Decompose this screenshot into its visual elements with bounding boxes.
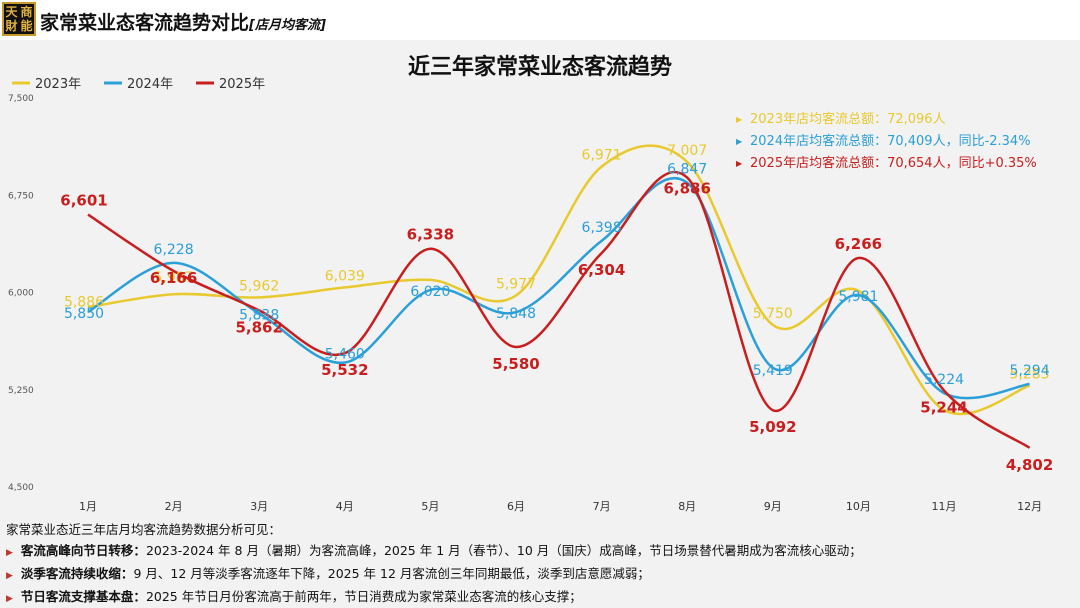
data-label: 6,039 xyxy=(325,268,365,284)
page-title-text: 家常菜业态客流趋势对比 xyxy=(40,12,250,34)
line-chart: 近三年家常菜业态客流趋势 2023年 2024年 2025年 4,500 5,250 6,0… xyxy=(8,54,1053,513)
data-label: 6,266 xyxy=(835,235,882,253)
x-tick-label: 7月 xyxy=(593,500,611,513)
data-label: 5,750 xyxy=(753,306,793,322)
note-text: 2025 年节日月份客流高于前两年，节日消费成为家常菜业态客流的核心支撑； xyxy=(145,589,582,604)
legend-label: 2023年 xyxy=(35,77,81,92)
x-tick-label: 12月 xyxy=(1017,500,1042,513)
x-tick-label: 5月 xyxy=(421,500,439,513)
note-text: 2023-2024 年 8 月（暑期）为客流高峰，2025 年 1 月（春节）、… xyxy=(145,543,862,558)
data-label: 4,802 xyxy=(1006,456,1053,474)
note-heading: 节日客流支撑基本盘： xyxy=(20,589,146,604)
data-label: 5,419 xyxy=(753,363,793,379)
legend-label: 2025年 xyxy=(219,77,265,92)
x-tick-label: 3月 xyxy=(250,500,268,513)
data-label: 5,224 xyxy=(924,372,964,388)
analysis-notes: 家常菜业态近三年店月均客流趋势数据分析可见： ▶ 客流高峰向节日转移：2023-2… xyxy=(0,516,1080,608)
annotation-bullet-icon: ▶ xyxy=(736,137,743,146)
bullet-triangle-icon: ▶ xyxy=(6,594,13,604)
logo-char: 商 xyxy=(20,5,33,19)
notes-intro: 家常菜业态近三年店月均客流趋势数据分析可见： xyxy=(6,522,282,537)
x-tick-label: 1月 xyxy=(79,500,97,513)
data-label: 6,166 xyxy=(150,269,197,287)
annotation-bullet-icon: ▶ xyxy=(736,115,743,124)
y-tick-label: 7,500 xyxy=(8,94,34,104)
data-label: 6,601 xyxy=(60,192,107,210)
bullet-triangle-icon: ▶ xyxy=(6,571,13,581)
x-tick-label: 2月 xyxy=(165,500,183,513)
data-label: 6,398 xyxy=(582,220,622,236)
header: 天 商 財 能 家常菜业态客流趋势对比[店月均客流] xyxy=(0,0,1080,40)
data-label: 5,244 xyxy=(920,399,967,417)
data-label: 6,886 xyxy=(663,180,710,198)
logo-char: 財 xyxy=(5,19,18,33)
y-tick-label: 4,500 xyxy=(8,483,34,493)
x-tick-label: 4月 xyxy=(336,500,354,513)
data-label: 5,886 xyxy=(64,294,104,310)
note-heading: 客流高峰向节日转移： xyxy=(20,543,146,558)
x-tick-label: 6月 xyxy=(507,500,525,513)
x-tick-label: 8月 xyxy=(678,500,696,513)
logo-char: 能 xyxy=(20,19,33,33)
data-label: 5,580 xyxy=(492,355,539,373)
legend-label: 2024年 xyxy=(127,77,173,92)
data-label: 6,020 xyxy=(410,284,450,300)
y-tick-label: 5,250 xyxy=(8,386,34,396)
annotation-text: 2024年店均客流总额：70,409人，同比-2.34% xyxy=(750,133,1031,149)
note-heading: 淡季客流持续收缩： xyxy=(20,566,134,581)
chart-area: 近三年家常菜业态客流趋势 2023年 2024年 2025年 4,500 5,250 6,0… xyxy=(0,40,1080,516)
annotation-text: 2025年店均客流总额：70,654人，同比+0.35% xyxy=(750,155,1037,171)
data-label: 5,850 xyxy=(64,306,104,322)
data-label: 5,092 xyxy=(749,418,796,436)
data-label: 5,977 xyxy=(496,276,536,292)
data-label: 5,460 xyxy=(325,347,365,363)
logo-char: 天 xyxy=(5,5,18,19)
data-label: 5,283 xyxy=(1010,366,1050,382)
x-tick-label: 9月 xyxy=(764,500,782,513)
data-label: 5,294 xyxy=(1010,363,1050,379)
page-subtitle: [店月均客流] xyxy=(249,18,326,33)
data-label: 5,962 xyxy=(239,278,279,294)
page-title: 家常菜业态客流趋势对比[店月均客流] xyxy=(40,8,326,35)
y-tick-label: 6,000 xyxy=(8,289,34,299)
bullet-triangle-icon: ▶ xyxy=(6,548,13,558)
brand-logo: 天 商 財 能 xyxy=(2,2,36,36)
data-label: 5,838 xyxy=(239,308,279,324)
annotation-bullet-icon: ▶ xyxy=(736,159,743,168)
y-tick-label: 6,750 xyxy=(8,191,34,201)
x-tick-label: 10月 xyxy=(846,500,871,513)
chart-title: 近三年家常菜业态客流趋势 xyxy=(408,54,672,80)
note-item: ▶ 节日客流支撑基本盘：2025 年节日月份客流高于前两年，节日消费成为家常菜业态… xyxy=(6,586,582,605)
data-label: 6,971 xyxy=(582,148,622,164)
data-label: 5,981 xyxy=(838,289,878,305)
note-item: ▶ 客流高峰向节日转移：2023-2024 年 8 月（暑期）为客流高峰，2025… xyxy=(6,540,862,559)
note-item: ▶ 淡季客流持续收缩：9 月、12 月等淡季客流逐年下降，2025 年 12 月客… xyxy=(6,563,650,582)
data-label: 5,987 xyxy=(154,270,194,286)
x-tick-label: 11月 xyxy=(932,500,957,513)
annotation-text: 2023年店均客流总额：72,096人 xyxy=(750,111,946,127)
data-label: 5,848 xyxy=(496,306,536,322)
series-2025-line xyxy=(87,170,1031,449)
note-text: 9 月、12 月等淡季客流逐年下降，2025 年 12 月客流创三年同期最低，淡… xyxy=(133,566,650,581)
data-label: 6,338 xyxy=(407,226,454,244)
data-label: 5,532 xyxy=(321,361,368,379)
series-2024-line xyxy=(87,176,1030,400)
data-label: 7,007 xyxy=(667,143,707,159)
data-label: 6,228 xyxy=(154,242,194,258)
data-label: 6,304 xyxy=(578,261,625,279)
data-label: 6,847 xyxy=(667,162,707,178)
data-label: 5,862 xyxy=(235,318,282,336)
